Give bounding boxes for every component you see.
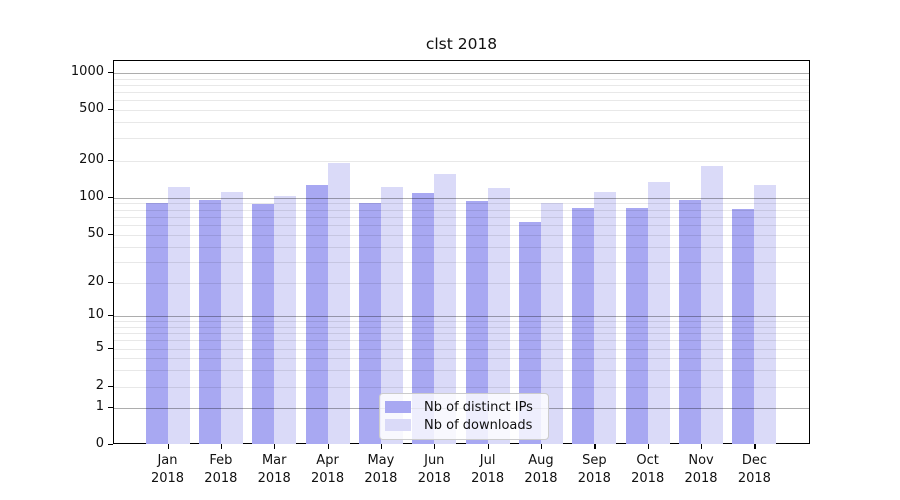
legend-label-downloads: Nb of downloads (424, 417, 533, 433)
y-tick-mark (108, 234, 113, 236)
x-tick-label-dec: Dec 2018 (737, 452, 771, 486)
legend-item-distinct-ips: Nb of distinct IPs (385, 398, 548, 416)
x-tick-mark (540, 444, 543, 449)
x-tick-mark (327, 444, 329, 449)
legend-swatch-downloads (385, 419, 411, 431)
bar-downloads-mar (274, 196, 297, 445)
y-tick-mark (108, 196, 113, 198)
y-tick-label: 20 (87, 274, 104, 289)
bar-downloads-may (380, 187, 403, 445)
y-tick-label: 200 (79, 152, 104, 167)
legend-swatch-distinct-ips (385, 401, 411, 413)
x-tick-label-jul: Jul 2018 (471, 452, 505, 486)
x-tick-label-feb: Feb 2018 (204, 452, 238, 486)
y-tick-label: 2 (95, 378, 104, 393)
x-tick-mark (380, 444, 383, 449)
bar-ips-mar (252, 203, 275, 445)
x-tick-mark (274, 444, 276, 449)
x-tick-mark (647, 444, 649, 449)
x-tick-label-apr: Apr 2018 (311, 452, 345, 486)
y-tick-label: 10 (87, 307, 104, 322)
bar-downloads-dec (754, 184, 777, 445)
bar-downloads-feb (220, 192, 243, 445)
x-tick-mark (594, 444, 596, 449)
bars-layer (114, 61, 809, 445)
x-tick-mark (701, 444, 703, 449)
y-tick-label: 1000 (70, 64, 104, 79)
bar-downloads-oct (647, 182, 670, 445)
y-tick-mark (108, 109, 113, 111)
bar-ips-may (358, 202, 381, 445)
legend-label-distinct-ips: Nb of distinct IPs (424, 399, 533, 415)
plot-area: Nb of distinct IPs Nb of downloads (113, 60, 810, 445)
bar-ips-nov (679, 199, 702, 445)
y-tick-mark (108, 407, 113, 409)
y-tick-mark (108, 72, 113, 74)
y-tick-mark (108, 282, 113, 284)
x-tick-mark (167, 444, 169, 449)
x-tick-mark (754, 444, 756, 449)
x-tick-mark (487, 444, 489, 449)
bar-downloads-jan (167, 187, 190, 445)
x-tick-label-mar: Mar 2018 (257, 452, 291, 486)
y-tick-mark (108, 386, 113, 388)
y-tick-label: 5 (95, 340, 104, 355)
y-tick-label: 100 (79, 188, 104, 204)
y-tick-label: 0 (95, 435, 104, 451)
bar-ips-jun (412, 193, 435, 445)
legend-item-downloads: Nb of downloads (385, 416, 548, 434)
x-tick-label-nov: Nov 2018 (684, 452, 718, 486)
bar-downloads-sep (594, 192, 617, 445)
y-tick-label: 50 (87, 226, 104, 241)
y-tick-mark (108, 443, 113, 445)
x-tick-mark (434, 444, 436, 449)
y-tick-mark (108, 315, 113, 317)
bar-ips-jan (145, 202, 168, 445)
bar-ips-oct (625, 207, 648, 445)
y-tick-label: 500 (79, 101, 104, 116)
chart-title: clst 2018 (425, 35, 498, 53)
legend: Nb of distinct IPs Nb of downloads (379, 393, 549, 440)
y-tick-mark (108, 348, 113, 350)
x-tick-label-aug: Aug 2018 (524, 452, 558, 486)
bar-downloads-nov (701, 165, 724, 445)
x-tick-label-jun: Jun 2018 (417, 452, 451, 486)
bar-downloads-aug (540, 202, 563, 445)
y-tick-mark (108, 160, 113, 162)
bar-downloads-jul (487, 188, 510, 445)
bar-ips-feb (198, 199, 221, 445)
bar-ips-apr (305, 184, 328, 445)
x-tick-label-may: May 2018 (364, 452, 398, 486)
y-tick-label: 1 (95, 399, 104, 414)
bar-ips-aug (518, 221, 541, 445)
x-tick-label-sep: Sep 2018 (577, 452, 611, 486)
bar-downloads-jun (434, 174, 457, 445)
bar-downloads-apr (327, 162, 350, 445)
x-tick-mark (220, 444, 223, 449)
x-tick-label-oct: Oct 2018 (631, 452, 665, 486)
bar-ips-jul (465, 200, 488, 445)
bar-ips-sep (572, 208, 595, 445)
x-tick-label-jan: Jan 2018 (150, 452, 185, 486)
bar-ips-dec (732, 208, 755, 445)
